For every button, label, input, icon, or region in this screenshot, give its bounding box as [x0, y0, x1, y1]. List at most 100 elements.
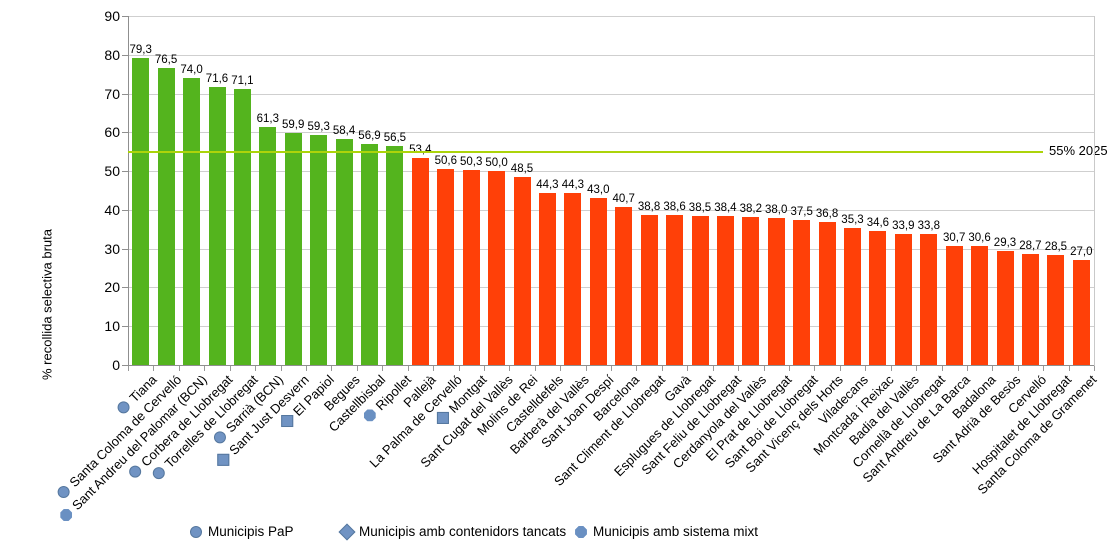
x-axis-tick	[178, 366, 180, 371]
bar-value-label: 36,8	[815, 208, 839, 221]
pap-circle-icon	[57, 486, 70, 499]
y-axis-tick-label: 30	[104, 241, 120, 257]
y-axis-tick-label: 80	[104, 47, 120, 63]
x-axis-tick	[128, 366, 129, 371]
bar	[716, 216, 734, 365]
bar	[411, 157, 429, 365]
pap-circle-icon	[187, 523, 205, 540]
y-axis-tick-label: 40	[104, 202, 120, 218]
gridline	[128, 94, 1094, 95]
bar-value-label: 50,6	[434, 154, 457, 167]
bar	[1047, 254, 1065, 365]
bar	[361, 144, 378, 365]
bar-value-label: 71,1	[231, 75, 254, 88]
y-axis-tick	[122, 326, 128, 327]
x-axis-tick	[483, 366, 485, 371]
gridline	[128, 326, 1094, 327]
bar-value-label: 56,5	[383, 131, 407, 144]
bar	[538, 193, 556, 365]
y-axis-tick-label: 20	[104, 279, 120, 295]
bar-value-label: 28,5	[1044, 240, 1068, 253]
bar-value-label: 74,0	[180, 64, 203, 76]
x-axis-tick	[509, 366, 511, 371]
y-axis-tick-label: 10	[104, 318, 120, 334]
pap-circle-icon	[117, 401, 130, 414]
closed-container-square-icon	[338, 523, 356, 540]
mixed-system-octagon-icon	[60, 509, 72, 521]
bar	[386, 145, 404, 365]
bar	[589, 198, 607, 365]
bar-value-label: 38,5	[688, 201, 712, 214]
x-axis-tick	[712, 366, 714, 371]
y-axis-tick	[122, 132, 128, 133]
bar	[691, 215, 709, 365]
x-axis-tick	[1043, 366, 1045, 371]
x-axis-tick	[331, 366, 333, 371]
closed-container-square-icon	[437, 411, 450, 424]
y-axis-tick-label: 70	[104, 86, 120, 102]
bar	[1021, 253, 1039, 365]
bar	[742, 216, 760, 365]
y-axis-tick	[122, 55, 128, 56]
bar-value-label: 38,6	[663, 201, 686, 214]
bar	[996, 251, 1014, 365]
bar	[971, 246, 989, 365]
bar-value-label: 44,3	[561, 179, 585, 192]
y-axis-tick	[122, 210, 128, 211]
gridline	[128, 249, 1094, 250]
x-axis-tick	[255, 366, 257, 371]
bar-value-label: 28,7	[1019, 239, 1042, 252]
bar-value-label: 48,5	[510, 162, 534, 175]
x-axis-tick	[788, 366, 790, 371]
x-axis-tick	[916, 366, 918, 371]
legend-item-pap: Municipis PaP	[187, 523, 294, 540]
bar-value-label: 38,0	[764, 203, 788, 216]
bar	[844, 228, 861, 365]
bar-value-label: 50,0	[485, 157, 508, 170]
bar	[615, 207, 633, 365]
x-axis-tick	[153, 366, 155, 371]
bar-value-label: 61,3	[256, 113, 279, 126]
bar	[233, 89, 251, 365]
x-axis-tick	[814, 366, 816, 371]
x-axis-tick	[204, 366, 206, 371]
bar	[945, 246, 963, 365]
x-axis-tick	[738, 366, 740, 371]
y-axis-line	[128, 16, 129, 365]
mixed-system-octagon-icon	[573, 523, 590, 540]
bar-value-label: 30,6	[968, 232, 991, 245]
legend-item-mixt: Municipis amb sistema mixt	[575, 523, 758, 540]
bar	[894, 233, 912, 365]
bar-value-label: 33,9	[892, 219, 915, 232]
bar-value-label: 44,3	[536, 179, 559, 192]
gridline	[128, 16, 1094, 17]
bar	[564, 193, 582, 365]
threshold-label: 55% 2025	[1049, 143, 1108, 158]
bar-value-label: 71,6	[205, 73, 229, 86]
gridline	[128, 210, 1094, 211]
bar-value-label: 38,4	[714, 202, 737, 215]
bar-value-label: 50,3	[459, 155, 483, 168]
bar	[157, 68, 175, 365]
x-axis-tick	[865, 366, 867, 371]
x-axis-tick	[458, 366, 460, 371]
bar-value-label: 58,4	[332, 124, 356, 137]
x-axis-tick	[941, 366, 943, 371]
bar-value-label: 34,6	[866, 216, 890, 229]
bar-value-label: 56,9	[358, 130, 381, 143]
bar-value-label: 27,0	[1070, 246, 1093, 259]
gridline	[128, 171, 1094, 172]
legend-item-tancats: Municipis amb contenidors tancats	[338, 523, 566, 540]
bar	[488, 171, 506, 365]
bar-value-label: 59,3	[307, 121, 330, 133]
x-axis-tick	[433, 366, 435, 371]
gridline	[128, 55, 1094, 56]
x-axis-tick	[382, 366, 384, 371]
y-axis-tick-label: 0	[112, 357, 120, 373]
bar	[920, 233, 938, 365]
x-axis-tick	[1068, 366, 1070, 371]
legend-label: Municipis amb sistema mixt	[593, 524, 759, 539]
closed-container-square-icon	[281, 415, 294, 428]
bar	[183, 78, 201, 365]
